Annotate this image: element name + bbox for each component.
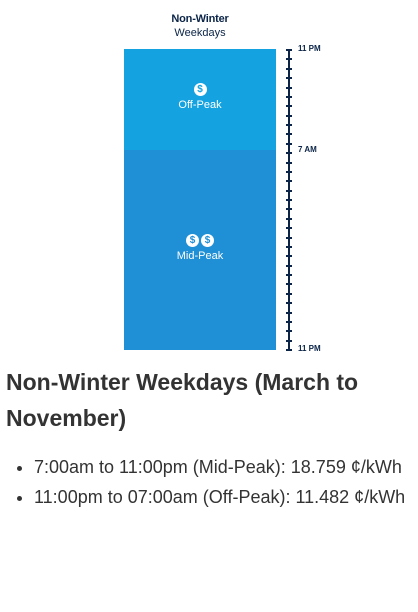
axis-tick: [286, 217, 292, 220]
off-peak-segment: $ Off-Peak: [124, 49, 276, 150]
axis-label-top: 11 PM: [298, 44, 321, 53]
axis-tick: [286, 114, 292, 117]
section-heading: Non-Winter Weekdays (March to November): [6, 369, 359, 431]
double-dollar-coin-icon: $ $: [124, 234, 276, 247]
chart-title-sub: Weekdays: [174, 27, 226, 39]
mid-peak-label-group: $ $ Mid-Peak: [124, 234, 276, 262]
axis-tick: [286, 283, 292, 286]
axis-tick: [286, 124, 292, 126]
mid-peak-label: Mid-Peak: [176, 250, 224, 262]
axis-tick: [286, 77, 292, 80]
axis-tick: [286, 302, 292, 305]
axis-label-middle: 7 AM: [298, 145, 317, 154]
axis-tick: [286, 227, 292, 230]
axis-tick: [286, 274, 292, 276]
axis-tick: [286, 208, 292, 211]
rate-list: 7:00am to 11:00pm (Mid-Peak): 18.759 ¢/k…: [6, 452, 410, 512]
rate-item-off-peak: 11:00pm to 07:00am (Off-Peak): 11.482 ¢/…: [34, 482, 410, 512]
axis-tick: [286, 49, 292, 51]
axis-tick: [286, 199, 292, 201]
off-peak-label: Off-Peak: [178, 99, 222, 111]
axis-tick: [286, 58, 292, 61]
axis-tick: [286, 161, 292, 164]
axis-tick: [286, 330, 292, 333]
axis-tick: [286, 349, 292, 351]
axis-tick: [286, 292, 292, 295]
mid-peak-segment: $ $ Mid-Peak: [124, 150, 276, 350]
time-axis: 11 PM 7 AM 11 PM: [286, 44, 406, 356]
axis-tick: [286, 320, 292, 323]
axis-tick: [286, 189, 292, 192]
rate-item-mid-peak: 7:00am to 11:00pm (Mid-Peak): 18.759 ¢/k…: [34, 452, 410, 482]
axis-tick: [286, 245, 292, 248]
axis-tick: [286, 236, 292, 239]
off-peak-label-group: $ Off-Peak: [124, 83, 276, 111]
axis-tick: [286, 142, 292, 145]
axis-tick: [286, 105, 292, 108]
dollar-coin-icon: $: [124, 83, 276, 96]
chart-title-main: Non-Winter: [171, 13, 229, 25]
axis-tick: [286, 339, 292, 342]
axis-tick: [286, 133, 292, 136]
axis-tick: [286, 67, 292, 70]
axis-tick: [286, 152, 292, 155]
axis-tick: [286, 86, 292, 89]
axis-tick: [286, 264, 292, 267]
axis-tick: [286, 95, 292, 98]
chart-title: Non-Winter Weekdays: [124, 12, 276, 40]
axis-tick: [286, 180, 292, 183]
axis-tick: [286, 311, 292, 314]
axis-tick: [286, 170, 292, 173]
axis-label-bottom: 11 PM: [298, 344, 321, 353]
axis-tick: [286, 255, 292, 258]
